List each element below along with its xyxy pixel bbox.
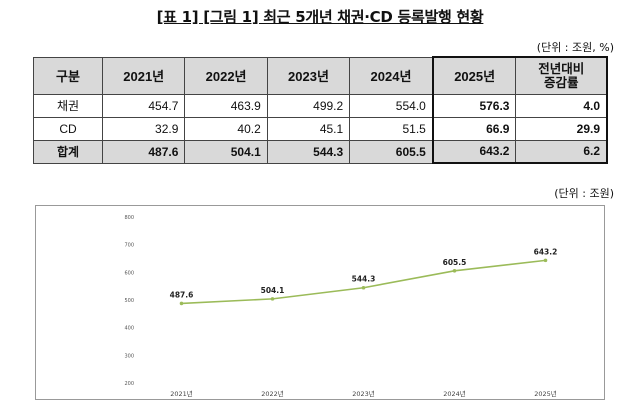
table-unit-label: (단위 : 조원, %): [536, 41, 614, 54]
header-2021: 2021년: [101, 56, 186, 95]
data-point: [270, 297, 275, 301]
header-2024: 2024년: [349, 56, 434, 95]
data-label: 504.1: [261, 286, 285, 295]
header-yoy-rate: 전년대비 증감률: [515, 56, 609, 95]
y-tick-label: 400: [124, 326, 134, 332]
header-2022: 2022년: [184, 56, 268, 95]
cell-value: 32.9: [101, 116, 186, 141]
cell-value: 51.5: [349, 116, 434, 141]
y-tick-label: 800: [124, 215, 134, 221]
x-tick-label: 2024년: [443, 389, 466, 398]
cell-value: 487.6: [101, 139, 186, 164]
cell-value: 40.2: [184, 116, 268, 141]
header-2025: 2025년: [431, 56, 517, 95]
data-point: [179, 301, 184, 306]
cell-value: 499.2: [266, 93, 351, 118]
y-tick-label: 700: [124, 243, 134, 249]
x-tick-label: 2025년: [534, 389, 557, 398]
cell-value: 605.5: [349, 139, 434, 164]
x-tick-label: 2021년: [170, 389, 193, 398]
y-tick-label: 300: [124, 353, 134, 359]
cell-value: 544.3: [266, 139, 351, 164]
x-tick-label: 2023년: [352, 389, 375, 398]
row-label: 채권: [33, 93, 103, 118]
line-chart-frame: 200 300 400 500 600 700 800 2021년 2022년 2023년 2024…: [35, 205, 605, 400]
cell-value: 554.0: [349, 93, 434, 118]
row-label: 합계: [33, 139, 103, 164]
data-label: 643.2: [534, 247, 558, 256]
chart-unit-label: (단위 : 조원): [554, 187, 614, 200]
line-chart: 200 300 400 500 600 700 800 2021년 2022년 2023년 2024…: [124, 215, 558, 398]
cell-rate: 6.2: [515, 139, 609, 164]
x-tick-label: 2022년: [261, 389, 284, 398]
cell-value: 66.9: [431, 116, 517, 141]
table-row-cd: CD 32.9 40.2 45.1 51.5 66.9 29.9: [33, 116, 609, 141]
data-point: [543, 258, 548, 263]
cell-rate: 29.9: [515, 116, 609, 141]
cell-value: 454.7: [101, 93, 186, 118]
cell-value: 576.3: [431, 93, 517, 118]
header-category: 구분: [33, 56, 103, 95]
header-2023: 2023년: [266, 56, 351, 95]
cell-rate: 4.0: [515, 93, 609, 118]
y-tick-label: 200: [124, 381, 134, 387]
table-row-bonds: 채권 454.7 463.9 499.2 554.0 576.3 4.0: [33, 93, 609, 118]
registration-table: 구분 2021년 2022년 2023년 2024년 2025년 전년대비 증감…: [33, 56, 609, 164]
table-row-total: 합계 487.6 504.1 544.3 605.5 643.2 6.2: [33, 139, 609, 164]
cell-value: 504.1: [184, 139, 268, 164]
table-header-row: 구분 2021년 2022년 2023년 2024년 2025년 전년대비 증감…: [33, 56, 609, 95]
y-tick-label: 600: [124, 270, 134, 276]
cell-value: 45.1: [266, 116, 351, 141]
data-label: 487.6: [170, 290, 194, 299]
row-label: CD: [33, 116, 103, 141]
page-title: [표 1] [그림 1] 최근 5개년 채권·CD 등록발행 현황: [156, 8, 484, 26]
data-point: [452, 269, 457, 273]
cell-value: 463.9: [184, 93, 268, 118]
data-label: 605.5: [443, 258, 467, 267]
cell-value: 643.2: [431, 139, 517, 164]
data-point: [361, 285, 366, 290]
y-tick-label: 500: [124, 298, 134, 304]
data-label: 544.3: [352, 275, 376, 284]
